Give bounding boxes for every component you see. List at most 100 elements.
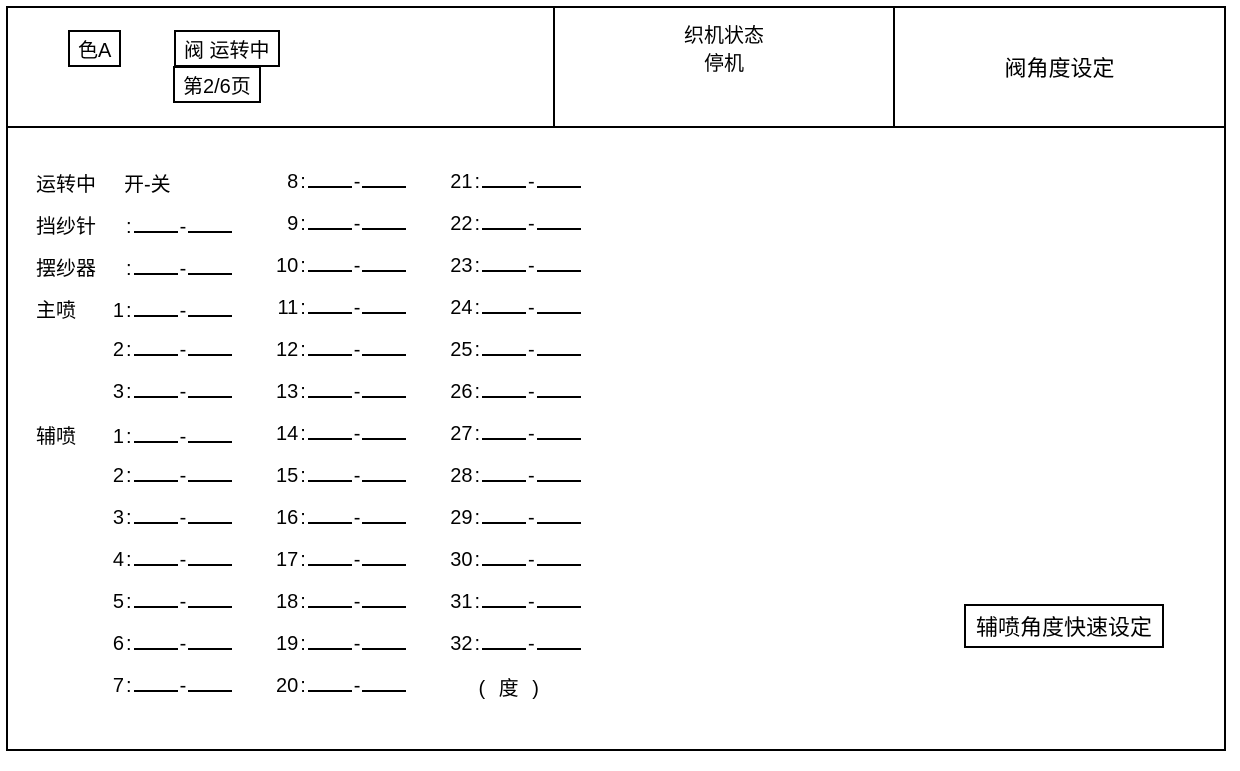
dash: -	[528, 381, 535, 404]
value-on-input[interactable]	[482, 168, 526, 188]
value-on-input[interactable]	[134, 504, 178, 524]
param-row: 25:-	[434, 336, 580, 370]
value-on-input[interactable]	[308, 294, 352, 314]
param-index: 18	[260, 591, 298, 614]
value-on-input[interactable]	[308, 252, 352, 272]
value-off-input[interactable]	[188, 462, 232, 482]
colon: :	[474, 171, 480, 194]
value-off-input[interactable]	[537, 336, 581, 356]
value-on-input[interactable]	[308, 462, 352, 482]
value-off-input[interactable]	[537, 462, 581, 482]
color-indicator-box[interactable]: 色A	[68, 30, 121, 67]
value-off-input[interactable]	[188, 423, 232, 443]
value-on-input[interactable]	[134, 255, 178, 275]
dash: -	[528, 213, 535, 236]
value-on-input[interactable]	[134, 423, 178, 443]
value-off-input[interactable]	[188, 504, 232, 524]
value-off-input[interactable]	[537, 630, 581, 650]
value-off-input[interactable]	[188, 630, 232, 650]
param-index: 2	[100, 465, 124, 488]
quick-set-button[interactable]: 辅喷角度快速设定	[964, 604, 1164, 648]
value-off-input[interactable]	[362, 630, 406, 650]
value-on-input[interactable]	[134, 672, 178, 692]
param-row: 2:-	[36, 336, 232, 370]
value-on-input[interactable]	[134, 546, 178, 566]
value-off-input[interactable]	[362, 294, 406, 314]
value-on-input[interactable]	[134, 213, 178, 233]
value-off-input[interactable]	[362, 378, 406, 398]
value-off-input[interactable]	[188, 588, 232, 608]
screen-title-panel: 阀角度设定	[893, 8, 1224, 126]
value-on-input[interactable]	[134, 588, 178, 608]
value-on-input[interactable]	[134, 336, 178, 356]
value-on-input[interactable]	[482, 546, 526, 566]
value-off-input[interactable]	[362, 462, 406, 482]
colon: :	[300, 675, 306, 698]
value-on-input[interactable]	[308, 504, 352, 524]
param-label: 摆纱器	[36, 252, 100, 281]
value-on-input[interactable]	[482, 252, 526, 272]
value-off-input[interactable]	[537, 294, 581, 314]
valve-status-box[interactable]: 阀 运转中	[174, 30, 280, 67]
value-on-input[interactable]	[482, 588, 526, 608]
dash: -	[528, 633, 535, 656]
value-on-input[interactable]	[308, 546, 352, 566]
param-index: 12	[260, 339, 298, 362]
value-on-input[interactable]	[482, 420, 526, 440]
value-off-input[interactable]	[537, 588, 581, 608]
value-off-input[interactable]	[537, 420, 581, 440]
value-off-input[interactable]	[188, 672, 232, 692]
param-index: 13	[260, 381, 298, 404]
value-off-input[interactable]	[188, 213, 232, 233]
param-row: 3:-	[36, 504, 232, 538]
value-off-input[interactable]	[188, 255, 232, 275]
value-on-input[interactable]	[308, 630, 352, 650]
value-off-input[interactable]	[188, 297, 232, 317]
dash: -	[180, 339, 187, 362]
value-off-input[interactable]	[362, 168, 406, 188]
value-on-input[interactable]	[482, 462, 526, 482]
page-indicator-box[interactable]: 第2/6页	[173, 66, 261, 103]
value-off-input[interactable]	[362, 336, 406, 356]
value-off-input[interactable]	[537, 210, 581, 230]
value-off-input[interactable]	[188, 546, 232, 566]
value-off-input[interactable]	[537, 168, 581, 188]
value-off-input[interactable]	[188, 378, 232, 398]
colon: :	[300, 297, 306, 320]
value-off-input[interactable]	[362, 546, 406, 566]
value-on-input[interactable]	[134, 297, 178, 317]
value-off-input[interactable]	[537, 378, 581, 398]
value-on-input[interactable]	[482, 336, 526, 356]
value-off-input[interactable]	[537, 546, 581, 566]
value-off-input[interactable]	[362, 252, 406, 272]
value-on-input[interactable]	[134, 630, 178, 650]
value-on-input[interactable]	[308, 672, 352, 692]
value-on-input[interactable]	[308, 378, 352, 398]
value-on-input[interactable]	[482, 378, 526, 398]
value-off-input[interactable]	[362, 588, 406, 608]
colon: :	[126, 633, 132, 656]
value-off-input[interactable]	[537, 252, 581, 272]
value-on-input[interactable]	[482, 504, 526, 524]
value-off-input[interactable]	[362, 504, 406, 524]
value-on-input[interactable]	[308, 168, 352, 188]
dash: -	[180, 675, 187, 698]
value-on-input[interactable]	[482, 294, 526, 314]
content-area: 运转中 开-关 挡纱针:-摆纱器:-主喷1:-2:-3:-辅喷1:-2:-3:-…	[8, 128, 1224, 748]
value-on-input[interactable]	[308, 210, 352, 230]
value-on-input[interactable]	[134, 378, 178, 398]
value-off-input[interactable]	[362, 210, 406, 230]
value-on-input[interactable]	[482, 630, 526, 650]
colon: :	[300, 465, 306, 488]
value-off-input[interactable]	[537, 504, 581, 524]
value-on-input[interactable]	[308, 420, 352, 440]
value-on-input[interactable]	[482, 210, 526, 230]
value-off-input[interactable]	[362, 672, 406, 692]
value-on-input[interactable]	[134, 462, 178, 482]
value-off-input[interactable]	[188, 336, 232, 356]
value-off-input[interactable]	[362, 420, 406, 440]
value-on-input[interactable]	[308, 336, 352, 356]
dash: -	[354, 507, 361, 530]
value-on-input[interactable]	[308, 588, 352, 608]
colon: :	[126, 675, 132, 698]
